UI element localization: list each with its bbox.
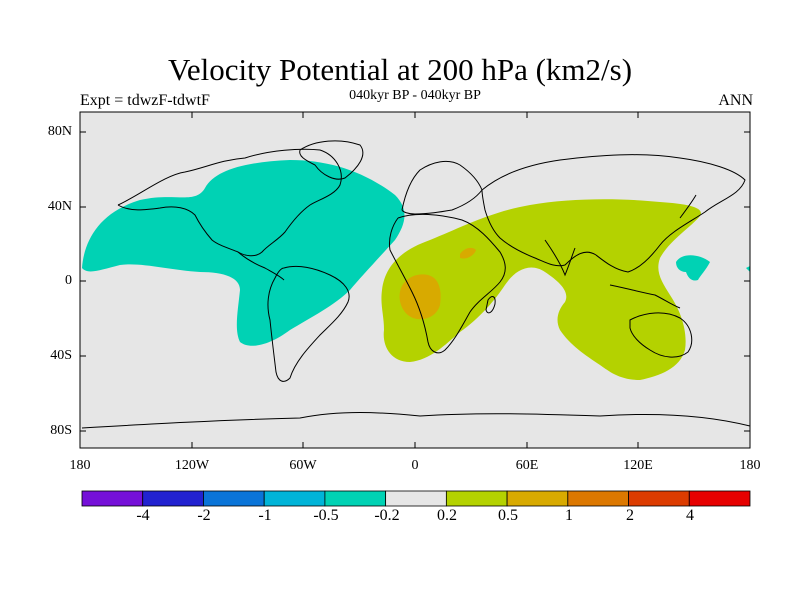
lon-label-120e: 120E (623, 458, 653, 473)
colorbar-label: -0.5 (313, 507, 339, 524)
colorbar-swatch (688, 490, 751, 507)
colorbar-swatch (81, 490, 144, 507)
lon-label-120w: 120W (174, 458, 210, 473)
colorbar-label: 4 (686, 507, 694, 524)
colorbar-label: 0.5 (498, 507, 518, 524)
negative-region-edge (746, 266, 750, 272)
lon-label-180w: 180 (69, 458, 91, 473)
lat-label-0: 0 (65, 273, 72, 288)
experiment-label: Expt = tdwzF-tdwtF (80, 92, 210, 109)
lat-label-40s: 40S (50, 348, 72, 363)
coastlines (81, 140, 751, 429)
colorbar-swatch (324, 490, 387, 507)
lat-ticks (80, 131, 750, 432)
colorbar-label: -4 (136, 507, 150, 524)
colorbar-label: 1 (565, 507, 573, 524)
time-period-label: 040kyr BP - 040kyr BP (349, 88, 481, 103)
colorbar-swatch (385, 490, 447, 507)
colorbar-swatch (203, 490, 265, 507)
colorbar-swatch (263, 490, 326, 507)
colorbar-label: -0.2 (374, 507, 400, 524)
lon-ticks (79, 112, 751, 448)
lat-label-80s: 80S (50, 423, 72, 438)
positive-strong-africa (399, 274, 441, 320)
colorbar-swatch (506, 490, 569, 507)
colorbar-swatch (445, 490, 508, 507)
lon-label-60w: 60W (289, 458, 317, 473)
colorbar-label: 0.2 (437, 507, 457, 524)
colorbar-swatch (628, 490, 690, 507)
lon-label-0: 0 (411, 458, 419, 473)
positive-region-eastern (381, 199, 701, 380)
lat-label-40n: 40N (47, 199, 72, 214)
season-label: ANN (718, 92, 753, 109)
negative-region-pacific (676, 255, 710, 281)
colorbar-swatch (142, 490, 204, 507)
colorbar-label: 2 (626, 507, 634, 524)
plot-title: Velocity Potential at 200 hPa (km2/s) (167, 52, 633, 87)
colorbar-label: -2 (197, 507, 211, 524)
colorbar-label: -1 (258, 507, 272, 524)
lon-label-60e: 60E (515, 458, 539, 473)
colorbar (81, 490, 751, 507)
colorbar-swatch (567, 490, 629, 507)
lat-label-80n: 80N (47, 124, 72, 139)
negative-region-americas (82, 160, 405, 346)
lon-label-180e: 180 (739, 458, 761, 473)
positive-strong-arabia (460, 247, 476, 259)
